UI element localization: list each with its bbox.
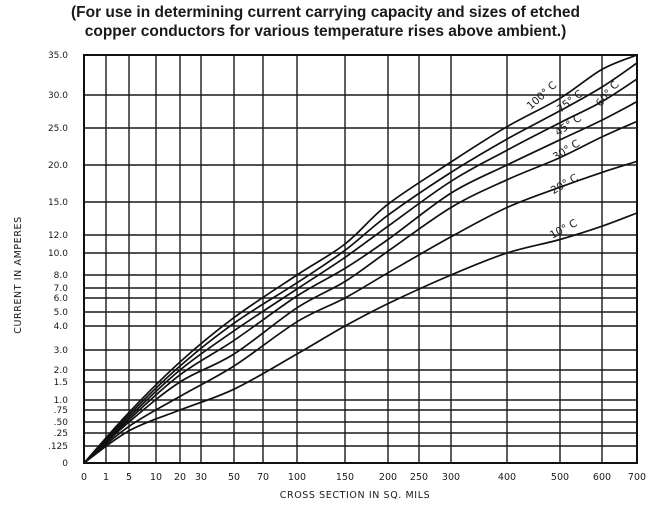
y-tick-label: 15.0 [48, 198, 68, 208]
plot-frame [83, 54, 638, 464]
y-tick-label: .50 [54, 418, 69, 428]
x-tick-label: 600 [593, 472, 611, 483]
y-tick-label: 4.0 [54, 322, 69, 332]
y-tick-label: 30.0 [48, 91, 68, 101]
series-label: 45° C [553, 112, 584, 138]
x-tick-label: 20 [174, 472, 186, 483]
y-tick-label: 0 [62, 459, 68, 469]
x-tick-label: 10 [150, 472, 162, 483]
y-tick-label: 12.0 [48, 231, 68, 241]
chart-caption-line-2: copper conductors for various temperatur… [84, 23, 567, 40]
y-tick-label: 8.0 [54, 271, 69, 281]
series-line [83, 62, 638, 464]
grid-layer [83, 54, 638, 464]
y-tick-label: 25.0 [48, 124, 68, 134]
y-tick-label: 1.0 [54, 396, 69, 406]
y-tick-label: .125 [48, 442, 68, 452]
series-label: 20° C [549, 172, 580, 197]
y-tick-label: 10.0 [48, 249, 68, 259]
tick-layer: 0 1 5 10 20 30 50 70 100 150 200 250 300 400 500 600 700… [48, 51, 646, 483]
series-line [83, 120, 638, 464]
x-tick-label: 5 [126, 472, 132, 483]
series-line [83, 78, 638, 464]
series-line [83, 160, 638, 464]
series-label: 60° C [594, 79, 622, 109]
chart-caption-line-1: (For use in determining current carrying… [70, 4, 581, 21]
series-layer [83, 54, 638, 464]
x-tick-label: 1 [103, 472, 109, 483]
y-tick-label: 3.0 [54, 346, 69, 356]
x-axis-title: CROSS SECTION IN SQ. MILS [280, 490, 430, 501]
y-tick-label: .25 [54, 429, 68, 439]
y-tick-label: 5.0 [54, 308, 69, 318]
x-tick-label: 150 [336, 472, 354, 483]
series-line [83, 100, 638, 464]
x-tick-label: 70 [257, 472, 269, 483]
y-tick-label: 2.0 [54, 366, 69, 376]
y-tick-label: .75 [54, 406, 68, 416]
y-tick-label: 7.0 [54, 284, 69, 294]
x-tick-label: 700 [628, 472, 646, 483]
y-tick-label: 1.5 [54, 378, 68, 388]
y-tick-label: 20.0 [48, 161, 68, 171]
x-tick-label: 0 [81, 472, 87, 483]
x-tick-label: 30 [195, 472, 207, 483]
x-tick-label: 500 [551, 472, 569, 483]
series-line [83, 212, 638, 464]
x-tick-label: 300 [442, 472, 460, 483]
x-tick-label: 400 [498, 472, 516, 483]
x-tick-label: 200 [379, 472, 397, 483]
x-tick-label: 100 [288, 472, 306, 483]
y-tick-label: 6.0 [54, 294, 69, 304]
x-tick-label: 50 [228, 472, 240, 483]
y-axis-title: CURRENT IN AMPERES [13, 216, 24, 334]
series-line [83, 54, 638, 464]
x-tick-label: 250 [410, 472, 428, 483]
y-tick-label: 35.0 [48, 51, 68, 61]
